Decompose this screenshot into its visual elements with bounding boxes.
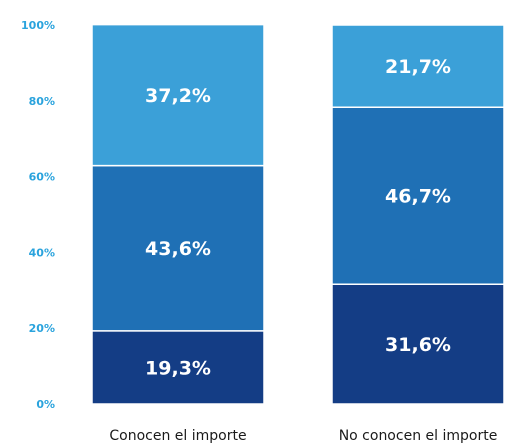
bar-segment	[91, 23, 265, 167]
bar-segment	[91, 164, 265, 332]
y-axis: 0% 20% 40% 60% 80% 100%	[21, 19, 55, 411]
bar-segment	[91, 330, 265, 405]
data-label: 43,6%	[145, 238, 211, 260]
category-label: No conocen el importe	[339, 428, 498, 444]
y-tick-label: 20%	[29, 322, 55, 335]
y-tick-label: 60%	[29, 171, 55, 184]
segment-labels: 19,3% 43,6% 37,2% 31,6% 46,7% 21,7%	[145, 56, 451, 379]
bar-segment	[331, 24, 505, 108]
data-label: 46,7%	[385, 186, 451, 208]
bars	[91, 23, 505, 405]
y-tick-label: 40%	[29, 246, 55, 259]
y-tick-label: 0%	[36, 398, 55, 411]
data-label: 19,3%	[145, 357, 211, 379]
bar-segment	[331, 283, 505, 405]
data-label: 31,6%	[385, 334, 451, 356]
category-labels: Conocen el importe No conocen el importe	[109, 428, 497, 444]
y-tick-label: 80%	[29, 95, 55, 108]
data-label: 21,7%	[385, 56, 451, 78]
data-label: 37,2%	[145, 85, 211, 107]
bar-segment	[331, 106, 505, 285]
category-label: Conocen el importe	[109, 428, 246, 444]
y-tick-label: 100%	[21, 19, 55, 32]
